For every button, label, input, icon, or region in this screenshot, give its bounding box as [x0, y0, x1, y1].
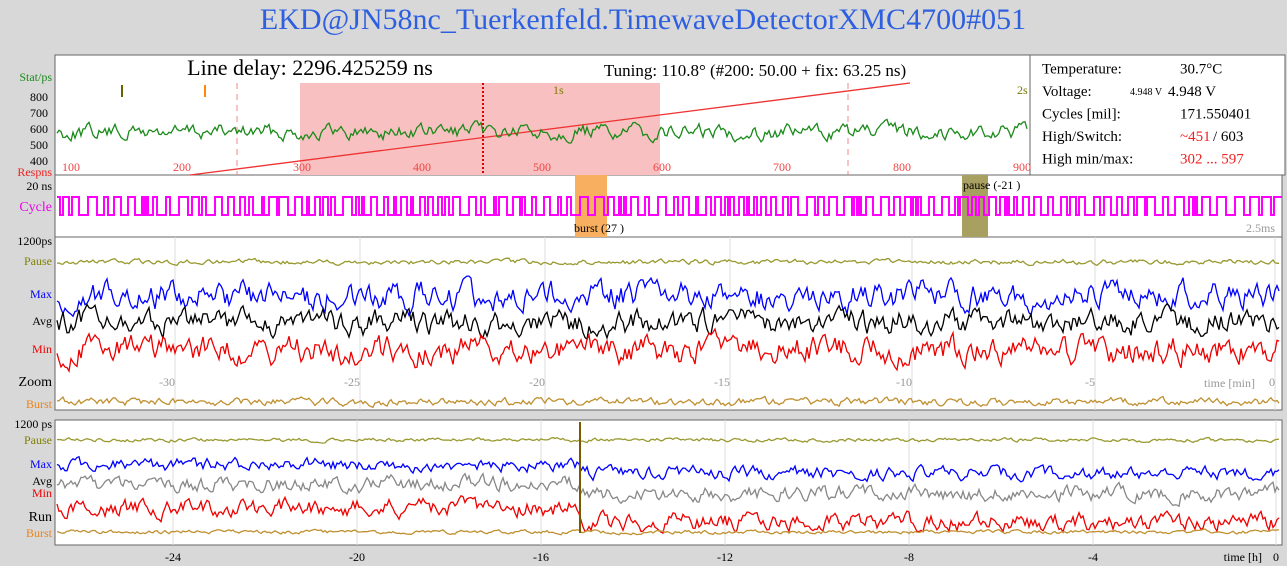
x-tick-label: -30	[159, 375, 175, 389]
x-tick-label: 800	[893, 160, 911, 174]
panel	[1029, 54, 1286, 176]
label: 2.5ms	[1246, 221, 1275, 235]
trace	[56, 395, 1280, 409]
label: Max	[30, 287, 52, 301]
y-tick-label: 700	[30, 106, 48, 120]
x-tick-label: -20	[349, 550, 365, 564]
trace	[56, 528, 1280, 536]
window	[300, 83, 660, 175]
label: Max	[30, 457, 52, 471]
x-tick-label: -15	[714, 375, 730, 389]
label: Burst	[26, 526, 53, 540]
x-tick-label: 0	[1273, 550, 1279, 564]
label: Zoom	[19, 375, 53, 390]
ramp	[189, 82, 911, 176]
value: / 603	[1213, 129, 1243, 145]
label: High min/max:	[1042, 151, 1133, 167]
trace	[56, 494, 1280, 535]
label: Avg	[32, 474, 52, 488]
trace	[56, 257, 1279, 267]
x-tick-label: -24	[165, 550, 181, 564]
label: Min	[32, 486, 52, 500]
value: 302 ... 597	[1180, 151, 1244, 167]
y-tick-label: 400	[30, 154, 48, 168]
x-tick-label: 300	[293, 160, 311, 174]
label: 1200ps	[17, 234, 52, 248]
x-tick-label: -20	[529, 375, 545, 389]
x-tick-label: 600	[653, 160, 671, 174]
line-delay: Line delay: 2296.425259 ns	[187, 55, 433, 80]
x-tick-label: 100	[62, 160, 80, 174]
trace	[56, 327, 1280, 374]
label: pause (-21 )	[963, 178, 1020, 192]
value: 171.550401	[1180, 106, 1251, 122]
label: 2s	[1017, 83, 1028, 97]
cycle-wave	[57, 196, 1282, 216]
label: Respns	[17, 165, 52, 179]
label: Pause	[24, 254, 52, 268]
label: Run	[29, 510, 52, 525]
x-tick-label: 700	[773, 160, 791, 174]
label: Pause	[24, 433, 52, 447]
x-tick-label: 0	[1269, 375, 1275, 389]
value: ~451	[1180, 129, 1211, 145]
trace	[56, 118, 1028, 144]
trace	[56, 302, 1280, 341]
panel	[54, 419, 1283, 546]
x-tick-label: 200	[173, 160, 191, 174]
label: Stat/ps	[19, 70, 52, 84]
label: Avg	[32, 314, 52, 328]
x-tick-label: -12	[717, 550, 733, 564]
label: Min	[32, 342, 52, 356]
y-tick-label: 800	[30, 90, 48, 104]
trace	[56, 275, 1280, 318]
x-tick-label: -16	[533, 550, 549, 564]
label: Voltage:	[1042, 84, 1092, 100]
y-tick-label: 600	[30, 122, 48, 136]
label: time [min]	[1204, 376, 1255, 390]
label: time [h]	[1224, 550, 1262, 564]
label: 1200 ps	[14, 417, 52, 431]
label: 1s	[553, 83, 564, 97]
x-tick-label: -8	[904, 550, 914, 564]
label: Cycles [mil]:	[1042, 106, 1121, 122]
tuning: Tuning: 110.8° (#200: 50.00 + fix: 63.25…	[604, 61, 906, 80]
y-tick-label: 500	[30, 138, 48, 152]
x-tick-label: 500	[533, 160, 551, 174]
label: Temperature:	[1042, 61, 1122, 77]
x-tick-label: -5	[1085, 375, 1095, 389]
label: 20 ns	[26, 179, 52, 193]
trace	[56, 436, 1280, 444]
x-tick-label: -10	[896, 375, 912, 389]
label: Cycle	[19, 200, 52, 215]
trace	[56, 455, 1280, 483]
x-tick-label: 400	[413, 160, 431, 174]
value: 4.948 V	[1168, 84, 1216, 100]
trace	[56, 472, 1280, 508]
x-tick-label: -25	[344, 375, 360, 389]
value: 30.7°C	[1180, 61, 1222, 77]
value: 4.948 V	[1130, 87, 1163, 98]
title: EKD@JN58nc_Tuerkenfeld.TimewaveDetectorX…	[260, 3, 1026, 36]
panel	[54, 174, 1283, 238]
x-tick-label: -4	[1088, 550, 1098, 564]
x-tick-label: 900	[1013, 160, 1031, 174]
label: High/Switch:	[1042, 129, 1122, 145]
label: Burst	[26, 397, 53, 411]
label: burst (27 )	[574, 221, 624, 235]
